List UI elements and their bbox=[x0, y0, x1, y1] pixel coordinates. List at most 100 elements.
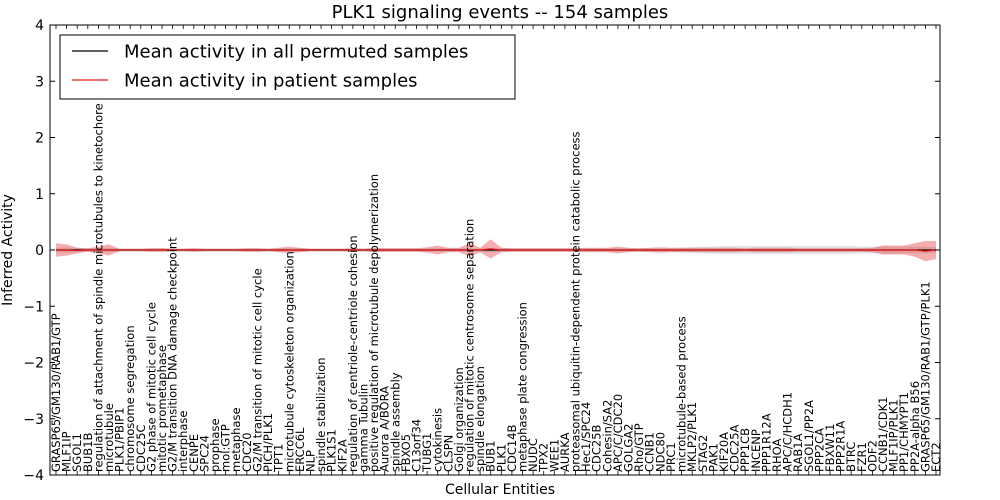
entity-label: CDC25B bbox=[590, 424, 604, 472]
entity-label: PP1/CHMYPT1 bbox=[897, 392, 911, 472]
y-axis-label: Inferred Activity bbox=[0, 194, 16, 306]
entity-label: microtubule-based process bbox=[675, 316, 689, 472]
y-tick-label: −2 bbox=[23, 356, 44, 372]
entity-label: CDC25A bbox=[728, 424, 742, 472]
entity-label: PLK1/PBIP1 bbox=[113, 407, 127, 472]
entity-label: CDC14B bbox=[505, 424, 519, 472]
entity-label: Hec1/SPC24 bbox=[579, 402, 593, 472]
entity-label: SGOL1/PP2A bbox=[802, 400, 816, 472]
entity-label: GRASP65/GM130/RAB1/GTP/PLK1 bbox=[918, 281, 932, 472]
entity-label: FZR1 bbox=[855, 442, 869, 472]
entity-label: PP2A-alpha B56 bbox=[908, 381, 922, 472]
entity-label: mol:GTP bbox=[219, 424, 233, 472]
entity-label: regulation of mitotic centrosome separat… bbox=[462, 219, 476, 472]
entity-label: PAK1 bbox=[706, 443, 720, 472]
entity-label: ERCC6L bbox=[293, 427, 307, 472]
line-patient bbox=[56, 248, 937, 252]
y-axis: −4 −3 −2 −1 0 1 2 3 4 bbox=[23, 18, 940, 484]
entity-label: positive regulation of microtubule depol… bbox=[367, 174, 381, 472]
entity-label: G2/M transition DNA damage checkpoint bbox=[166, 237, 180, 472]
entity-label: PICH/PLK1 bbox=[261, 413, 275, 472]
entity-label: metaphase plate congression bbox=[516, 302, 530, 472]
entity-label: PPP2CA bbox=[812, 428, 826, 472]
entity-label: CCNB1 bbox=[643, 432, 657, 472]
entity-label: Golgi organization bbox=[452, 367, 466, 472]
entity-label: TPT1 bbox=[272, 444, 286, 473]
entity-label: NUDC bbox=[526, 438, 540, 472]
entity-label: regulation of attachment of spindle micr… bbox=[91, 103, 105, 472]
entity-label: CLSPN bbox=[441, 435, 455, 472]
legend-label-permuted: Mean activity in all permuted samples bbox=[124, 42, 468, 63]
entity-label: microtubule cytoskeleton organization bbox=[282, 251, 296, 472]
entity-label: chromosome segregation bbox=[123, 325, 137, 472]
entity-label: PPP1CB bbox=[738, 428, 752, 472]
entity-label: prophase bbox=[208, 418, 222, 472]
entity-label: cytokinesis bbox=[431, 408, 445, 472]
entity-label: CCNB1/CDK1 bbox=[876, 397, 890, 473]
entity-label: CENPE bbox=[187, 434, 201, 472]
entity-label: CDC25C bbox=[134, 424, 148, 472]
entity-label: GRASP65/GM130/RAB1/GTP bbox=[49, 313, 63, 472]
entity-label: MKLP2/PLK1 bbox=[685, 402, 699, 472]
y-tick-label: 2 bbox=[35, 131, 44, 147]
x-axis-label: Cellular Entities bbox=[445, 482, 555, 498]
entity-label: regulation of centriole-centriole cohesi… bbox=[346, 235, 360, 472]
entity-label: KIF20A bbox=[717, 432, 731, 472]
entity-label: INCENP bbox=[749, 429, 763, 472]
y-tick-label: −1 bbox=[23, 299, 44, 315]
entity-labels: GRASP65/GM130/RAB1/GTPMLF1IPSGOL1BUB1Bre… bbox=[49, 103, 943, 473]
entity-label: proteasomal ubiquitin-dependent protein … bbox=[569, 131, 583, 472]
entity-label: MLF1IP/PLK1 bbox=[887, 399, 901, 472]
entity-label: PLK1S1 bbox=[325, 429, 339, 472]
y-tick-label: 4 bbox=[35, 18, 44, 34]
y-tick-label: 0 bbox=[35, 243, 44, 259]
entity-label: MLF1IP bbox=[60, 431, 74, 472]
entity-label: WEE1 bbox=[547, 439, 561, 472]
entity-label: spindle assembly bbox=[388, 372, 402, 472]
entity-label: RHOA bbox=[770, 439, 784, 472]
entity-label: BUB1B bbox=[81, 432, 95, 472]
entity-label: FBXO5 bbox=[399, 434, 413, 472]
entity-label: PRC1 bbox=[664, 442, 678, 472]
entity-label: Cohesin/SA2 bbox=[600, 400, 614, 472]
entity-label: BUB1 bbox=[484, 440, 498, 472]
entity-label: PLK1 bbox=[494, 444, 508, 472]
entity-label: RAB1A bbox=[791, 433, 805, 472]
entity-label: PPP2R1A bbox=[834, 421, 848, 472]
entity-label: mitotic prometaphase bbox=[155, 345, 169, 472]
entity-label: spindle stabilization bbox=[314, 357, 328, 472]
legend: Mean activity in all permuted samples Me… bbox=[59, 34, 516, 100]
entity-label: SPC24 bbox=[197, 435, 211, 472]
entity-label: microtubule bbox=[102, 403, 116, 472]
chart-title: PLK1 signaling events -- 154 samples bbox=[332, 2, 669, 23]
plot-frame bbox=[49, 24, 941, 476]
entity-label: KIF2A bbox=[335, 439, 349, 472]
y-tick-label: 1 bbox=[35, 187, 44, 203]
entity-label: AURKA bbox=[558, 432, 572, 472]
entity-label: G2/M transition of mitotic cell cycle bbox=[250, 268, 264, 472]
entity-label: NDC80 bbox=[653, 432, 667, 472]
entity-label: ODF2 bbox=[865, 440, 879, 472]
legend-box bbox=[59, 34, 516, 100]
entity-label: spindle elongation bbox=[473, 366, 487, 472]
entity-label: CDC20 bbox=[240, 432, 254, 472]
y-tick-label: −4 bbox=[23, 468, 44, 484]
entity-label: STAG2 bbox=[696, 435, 710, 472]
entity-label: GOLGA2 bbox=[622, 424, 636, 472]
legend-label-patient: Mean activity in patient samples bbox=[124, 71, 418, 92]
entity-label: BTRC bbox=[844, 442, 858, 472]
entity-label: APC/C/HCDH1 bbox=[781, 392, 795, 472]
entity-label: C13orf34 bbox=[409, 419, 423, 472]
entity-label: TPX2 bbox=[537, 443, 551, 473]
entity-label: SGOL1 bbox=[70, 433, 84, 472]
entity-label: G2 phase of mitotic cell cycle bbox=[144, 302, 158, 472]
entity-label: gamma Tubulin bbox=[356, 384, 370, 472]
series-lines bbox=[56, 248, 937, 252]
entity-label: TUBG1 bbox=[420, 433, 434, 473]
entity-label: interphase bbox=[176, 411, 190, 473]
y-tick-label: −3 bbox=[23, 412, 44, 428]
entity-label: Rho/GTP bbox=[632, 423, 646, 472]
entity-label: FBXW11 bbox=[823, 424, 837, 472]
entity-label: ECT2 bbox=[929, 442, 943, 472]
